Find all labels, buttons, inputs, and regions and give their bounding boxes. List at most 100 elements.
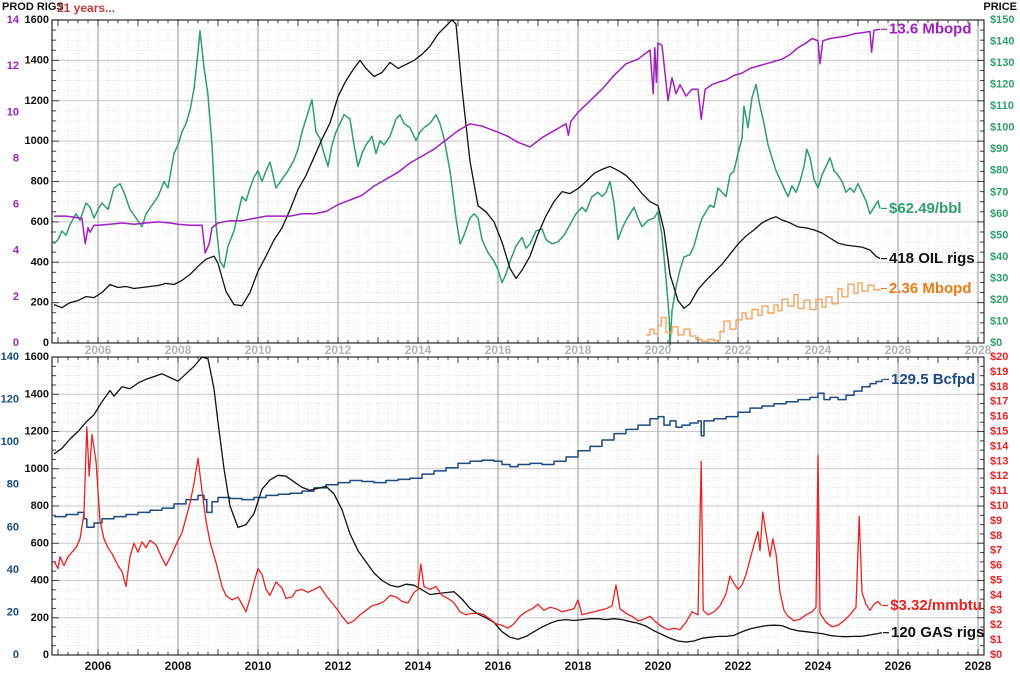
- gas-right-tick: $9: [990, 515, 1002, 527]
- oil-right-tick: $20: [990, 294, 1008, 306]
- gas-right-tick: $15: [990, 426, 1008, 438]
- gas-left-outer-tick: 40: [7, 564, 19, 576]
- gas-right-tick: $14: [990, 440, 1009, 452]
- oil-right-tick: $60: [990, 208, 1008, 220]
- year-label: 2024: [805, 659, 832, 673]
- gas-right-tick: $13: [990, 455, 1008, 467]
- oil-left-outer-tick: 4: [13, 245, 20, 257]
- annotation-oil-production: 13.6 Mbopd: [889, 21, 972, 38]
- oil-right-tick: $110: [990, 100, 1014, 112]
- oil-left-outer-tick: 0: [13, 337, 19, 349]
- year-label: 2026: [885, 343, 912, 357]
- year-label: 2012: [325, 659, 352, 673]
- oil-left-outer-tick: 12: [7, 60, 19, 72]
- series-oil-rigs: [53, 19, 881, 309]
- gas-chart-year-labels: 2006 2008 2010 2012 2014 2016 2018 2020 2022 2024…: [85, 659, 992, 673]
- right-axis-title: PRICE: [983, 1, 1017, 13]
- year-label: 2020: [645, 659, 672, 673]
- gas-left-outer-tick: 120: [1, 394, 19, 406]
- oil-right-tick: $10: [990, 315, 1008, 327]
- oil-left-inner-tick: 800: [31, 176, 49, 188]
- oil-left-outer-tick: 2: [13, 291, 19, 303]
- year-label: 2010: [245, 659, 272, 673]
- year-label: 2014: [405, 343, 432, 357]
- oil-right-tick: $130: [990, 57, 1014, 69]
- annotation-wti-price: $62.49/bbl: [889, 200, 962, 217]
- oil-left-outer-tick: 10: [7, 106, 19, 118]
- year-label: 2010: [245, 343, 272, 357]
- gas-chart: 0204060801001201400200400600800100012001…: [1, 351, 1010, 673]
- gas-left-outer-tick: 20: [7, 606, 19, 618]
- gas-right-tick: $18: [990, 381, 1008, 393]
- year-label: 2016: [485, 659, 512, 673]
- oil-right-tick: $40: [990, 251, 1008, 263]
- gas-right-tick: $10: [990, 500, 1008, 512]
- year-label: 2008: [165, 343, 192, 357]
- oil-chart-grid: [52, 20, 984, 343]
- year-label: 2022: [725, 659, 752, 673]
- oil-left-inner-tick: 400: [31, 256, 49, 268]
- gas-chart-border: [51, 356, 985, 656]
- gas-chart-axis-labels: 0204060801001201400200400600800100012001…: [1, 351, 1010, 661]
- gas-left-inner-tick: 0: [43, 649, 49, 661]
- gas-left-outer-tick: 140: [1, 351, 19, 363]
- series-oil-production-secondary: [646, 282, 881, 342]
- gas-left-inner-tick: 1200: [25, 426, 49, 438]
- year-label: 2020: [645, 343, 672, 357]
- gas-left-inner-tick: 400: [31, 575, 49, 587]
- left-axes-title: PROD RIGS: [2, 1, 64, 13]
- oil-left-outer-tick: 14: [7, 14, 20, 26]
- oil-right-tick: $120: [990, 79, 1014, 91]
- gas-right-tick: $16: [990, 411, 1008, 423]
- series-gas-price: [53, 426, 882, 631]
- gas-right-tick: $20: [990, 351, 1008, 363]
- oil-right-tick: $80: [990, 165, 1008, 177]
- period-label: 21 years...: [57, 1, 116, 15]
- gas-right-tick: $19: [990, 366, 1008, 378]
- year-label: 2028: [965, 343, 992, 357]
- annotation-gas-production: 129.5 Bcfpd: [891, 371, 975, 388]
- year-label: 2008: [165, 659, 192, 673]
- gas-right-tick: $3: [990, 604, 1002, 616]
- gas-left-outer-tick: 0: [13, 649, 19, 661]
- gas-left-inner-tick: 1000: [25, 463, 49, 475]
- gas-left-outer-tick: 60: [7, 521, 19, 533]
- annotation-oil-rigs: 418 OIL rigs: [889, 250, 975, 267]
- gas-right-tick: $1: [990, 634, 1002, 646]
- gas-left-inner-tick: 600: [31, 537, 49, 549]
- oil-left-outer-tick: 6: [13, 199, 19, 211]
- oil-left-outer-tick: 8: [13, 152, 19, 164]
- gas-right-tick: $7: [990, 545, 1002, 557]
- gas-left-inner-tick: 800: [31, 500, 49, 512]
- oil-left-inner-tick: 1000: [25, 135, 49, 147]
- year-label: 2016: [485, 343, 512, 357]
- gas-right-tick: $2: [990, 619, 1002, 631]
- year-label: 2018: [565, 659, 592, 673]
- gas-left-outer-tick: 100: [1, 436, 19, 448]
- oil-right-tick: $150: [990, 14, 1014, 26]
- oil-left-inner-tick: 1200: [25, 95, 49, 107]
- gas-right-tick: $8: [990, 530, 1002, 542]
- oil-right-tick: $70: [990, 186, 1008, 198]
- year-label: 2012: [325, 343, 352, 357]
- gas-right-tick: $11: [990, 485, 1008, 497]
- oil-right-tick: $100: [990, 122, 1014, 134]
- annotation-gas-rigs: 120 GAS rigs: [891, 624, 984, 641]
- annotation-gas-price: $3.32/mmbtu: [890, 597, 982, 614]
- gas-left-outer-tick: 80: [7, 479, 19, 491]
- series-gas-rigs: [53, 356, 883, 643]
- gas-right-tick: $5: [990, 575, 1002, 587]
- year-label: 2018: [565, 343, 592, 357]
- gas-right-tick: $12: [990, 470, 1008, 482]
- gas-right-tick: $6: [990, 560, 1002, 572]
- annotation-oil-production-secondary: 2.36 Mbopd: [889, 280, 972, 297]
- series-gas-production: [54, 379, 883, 529]
- series-wti-price: [53, 30, 881, 346]
- gas-left-inner-tick: 1600: [25, 351, 49, 363]
- year-label: 2006: [85, 343, 112, 357]
- oil-left-inner-tick: 600: [31, 216, 49, 228]
- oil-left-inner-tick: 200: [31, 297, 49, 309]
- oil-right-tick: $90: [990, 143, 1008, 155]
